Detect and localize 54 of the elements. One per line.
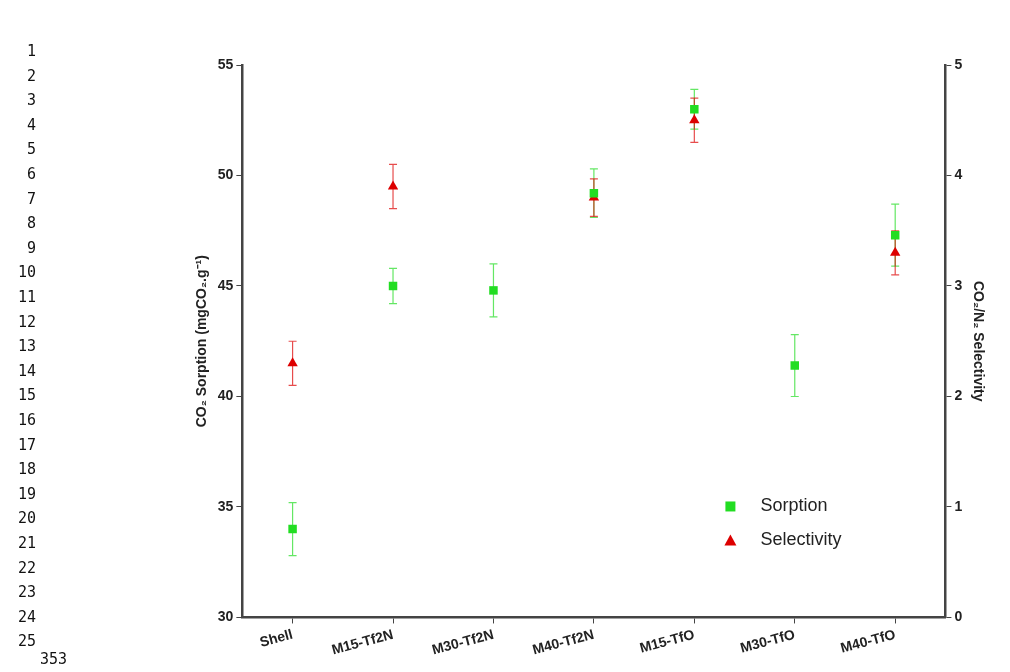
point — [489, 286, 498, 295]
y2-tick-label: 1 — [954, 497, 963, 514]
point — [690, 104, 699, 114]
text: 17 — [16, 435, 36, 454]
point — [689, 114, 700, 124]
x-tick-label: Shell — [257, 625, 295, 650]
point — [790, 361, 800, 370]
text: 22 — [16, 558, 36, 577]
y-tick-label: 35 — [217, 497, 234, 514]
y2-axis-title: CO₂/N₂ Selectivity — [970, 280, 987, 402]
text: 1 — [25, 42, 36, 60]
y2-tick-label: 3 — [954, 276, 963, 293]
x-tick-label: M15-TfO — [637, 625, 697, 656]
text: 16 — [16, 411, 36, 429]
y-axis-title: CO₂ Sorption (mgCO₂.g⁻¹) — [193, 255, 210, 428]
y-tick-label: 30 — [217, 608, 234, 625]
text: 11 — [16, 288, 36, 306]
text: 19 — [16, 484, 36, 503]
legend-label: Selectivity — [760, 529, 842, 550]
point — [890, 246, 901, 256]
text: 5 — [25, 140, 36, 159]
text: 7 — [25, 189, 36, 208]
text: 15 — [16, 386, 36, 405]
y-tick-label: 50 — [217, 166, 234, 183]
text: 8 — [25, 214, 36, 233]
text: 25 — [16, 632, 36, 651]
point — [387, 180, 399, 190]
text: 23 — [16, 583, 36, 602]
x-tick-label: M30-TfO — [738, 625, 797, 656]
y-tick-label: 45 — [217, 276, 234, 293]
x-tick-label: M40-TfO — [838, 625, 898, 656]
y2-tick-label: 5 — [954, 55, 963, 72]
text: 14 — [16, 361, 36, 380]
text: 20 — [16, 509, 36, 528]
y2-tick-label: 0 — [954, 608, 963, 625]
text: 2 — [25, 66, 36, 85]
point — [288, 524, 297, 534]
y2-tick-label: 2 — [954, 387, 963, 404]
text: 9 — [25, 238, 36, 257]
y-tick-label: 55 — [217, 55, 234, 72]
text: 6 — [25, 165, 36, 183]
text: 10 — [16, 263, 36, 282]
text: 13 — [16, 337, 36, 356]
y-tick-label: 40 — [217, 387, 234, 404]
y2-tick-label: 4 — [954, 166, 963, 183]
text: 12 — [16, 312, 36, 331]
text: 353 — [40, 650, 69, 668]
point — [287, 357, 298, 367]
text: 21 — [16, 534, 36, 552]
text: 18 — [16, 460, 36, 479]
text: 24 — [16, 607, 36, 626]
legend-label: Sorption — [760, 495, 828, 516]
text: 3 — [25, 91, 36, 110]
text: 4 — [25, 115, 36, 134]
